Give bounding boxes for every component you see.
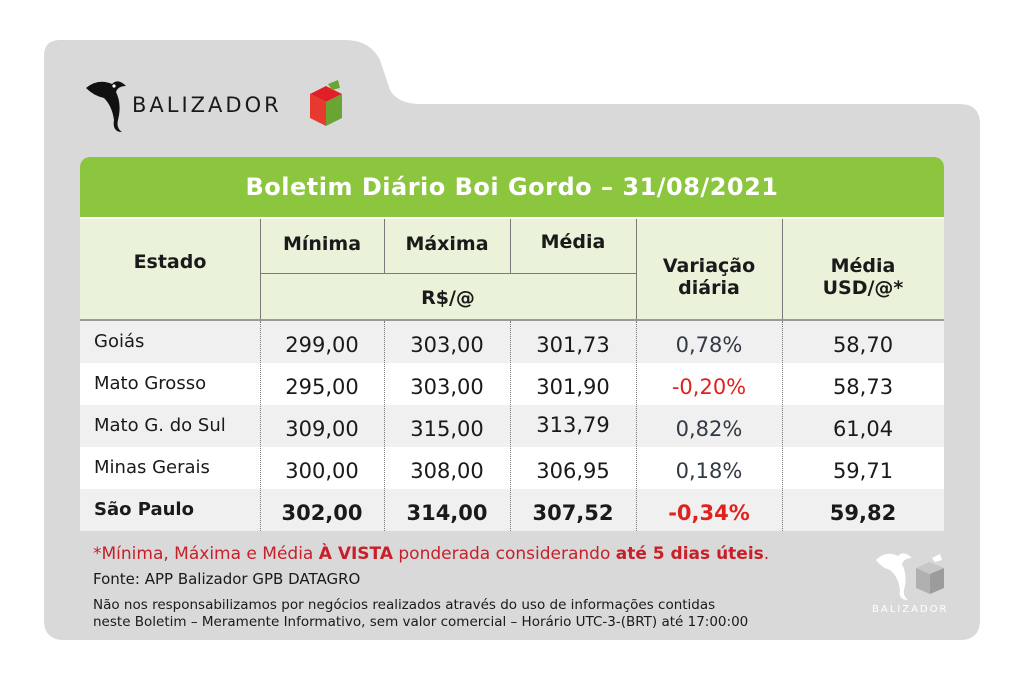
cell-minima: 300,00 [285, 459, 359, 483]
watermark-brand-name: BALIZADOR [872, 604, 949, 615]
cell-media-usd: 61,04 [832, 417, 894, 441]
header-maxima: Máxima [405, 233, 489, 255]
footnote-text: *Mínima, Máxima e Média [93, 544, 319, 564]
header-divider [384, 219, 385, 273]
table-row: Mato G. do Sul 309,00 315,00 313,79 0,82… [80, 405, 944, 447]
watermark-logo-icon [876, 553, 944, 600]
header-variacao-line1: Variação [662, 255, 756, 277]
header-divider [782, 219, 783, 319]
header-variacao-line2: diária [678, 277, 740, 299]
cell-estado: São Paulo [94, 499, 194, 520]
cell-minima: 295,00 [285, 375, 359, 399]
header-divider [260, 273, 636, 274]
source-text: Fonte: APP Balizador GPB DATAGRO [93, 570, 361, 588]
header-divider [636, 219, 637, 319]
header-unit: R$/@ [421, 287, 475, 309]
header-variacao: Variação diária [636, 255, 782, 299]
header-media: Média [540, 231, 606, 253]
header-estado: Estado [133, 251, 207, 273]
header-media-usd: Média USD/@* [782, 255, 944, 299]
bulletin-table: Boletim Diário Boi Gordo – 31/08/2021 Es… [80, 157, 944, 531]
footnote-emphasis: até 5 dias úteis [615, 544, 764, 564]
footnote-text: . [763, 544, 770, 564]
cell-media-usd: 58,70 [832, 333, 894, 357]
cell-minima: 299,00 [285, 333, 359, 357]
cell-minima: 309,00 [285, 417, 359, 441]
cell-media-usd: 58,73 [832, 375, 894, 399]
cell-media: 301,90 [536, 375, 610, 399]
table-header: Estado Mínima Máxima Média R$/@ Variação… [80, 217, 944, 321]
cell-maxima: 314,00 [406, 501, 488, 525]
column-divider [782, 321, 783, 531]
disclaimer-line1: Não nos responsabilizamos por negócios r… [93, 597, 716, 613]
disclaimer-line2: neste Boletim – Meramente Informativo, s… [93, 614, 749, 630]
cell-maxima: 303,00 [410, 333, 484, 357]
column-divider [636, 321, 637, 531]
table-row: São Paulo 302,00 314,00 307,52 -0,34% 59… [80, 489, 944, 531]
balizador-logo [86, 80, 342, 132]
table-row: Minas Gerais 300,00 308,00 306,95 0,18% … [80, 447, 944, 489]
header-divider [260, 219, 261, 319]
table-row: Mato Grosso 295,00 303,00 301,90 -0,20% … [80, 363, 944, 405]
footnote-emphasis: À VISTA [318, 544, 393, 564]
cell-media-usd: 59,82 [829, 501, 897, 525]
table-body: Goiás 299,00 303,00 301,73 0,78% 58,70 M… [80, 321, 944, 531]
cell-media-usd: 59,71 [832, 459, 894, 483]
cell-maxima: 315,00 [410, 417, 484, 441]
cell-estado: Mato G. do Sul [94, 415, 226, 436]
cell-estado: Mato Grosso [94, 373, 207, 394]
cell-variacao: -0,20% [671, 375, 747, 399]
cell-media: 301,73 [536, 333, 610, 357]
brand-name: BALIZADOR [132, 93, 282, 117]
cell-media: 307,52 [532, 501, 614, 525]
cell-maxima: 303,00 [410, 375, 484, 399]
cell-maxima: 308,00 [410, 459, 484, 483]
header-media-usd-line2: USD/@* [822, 277, 904, 299]
table-title: Boletim Diário Boi Gordo – 31/08/2021 [80, 157, 944, 217]
cell-media: 306,95 [536, 459, 610, 483]
table-row: Goiás 299,00 303,00 301,73 0,78% 58,70 [80, 321, 944, 363]
cell-media: 313,79 [536, 413, 610, 437]
cell-estado: Goiás [94, 331, 145, 352]
cell-variacao: 0,78% [675, 333, 743, 357]
cell-variacao: 0,82% [675, 417, 743, 441]
header-divider [510, 219, 511, 273]
column-divider [510, 321, 511, 531]
header-media-usd-line1: Média [830, 255, 896, 277]
column-divider [260, 321, 261, 531]
header-minima: Mínima [282, 233, 362, 255]
cell-variacao: 0,18% [675, 459, 743, 483]
column-divider [384, 321, 385, 531]
footnote: *Mínima, Máxima e Média À VISTA ponderad… [93, 544, 769, 564]
bird-logo-icon [86, 81, 126, 132]
cell-minima: 302,00 [281, 501, 363, 525]
cell-variacao: -0,34% [668, 501, 750, 525]
cube-logo-icon [310, 80, 342, 126]
cell-estado: Minas Gerais [94, 457, 210, 478]
footnote-text: ponderada considerando [392, 544, 616, 564]
